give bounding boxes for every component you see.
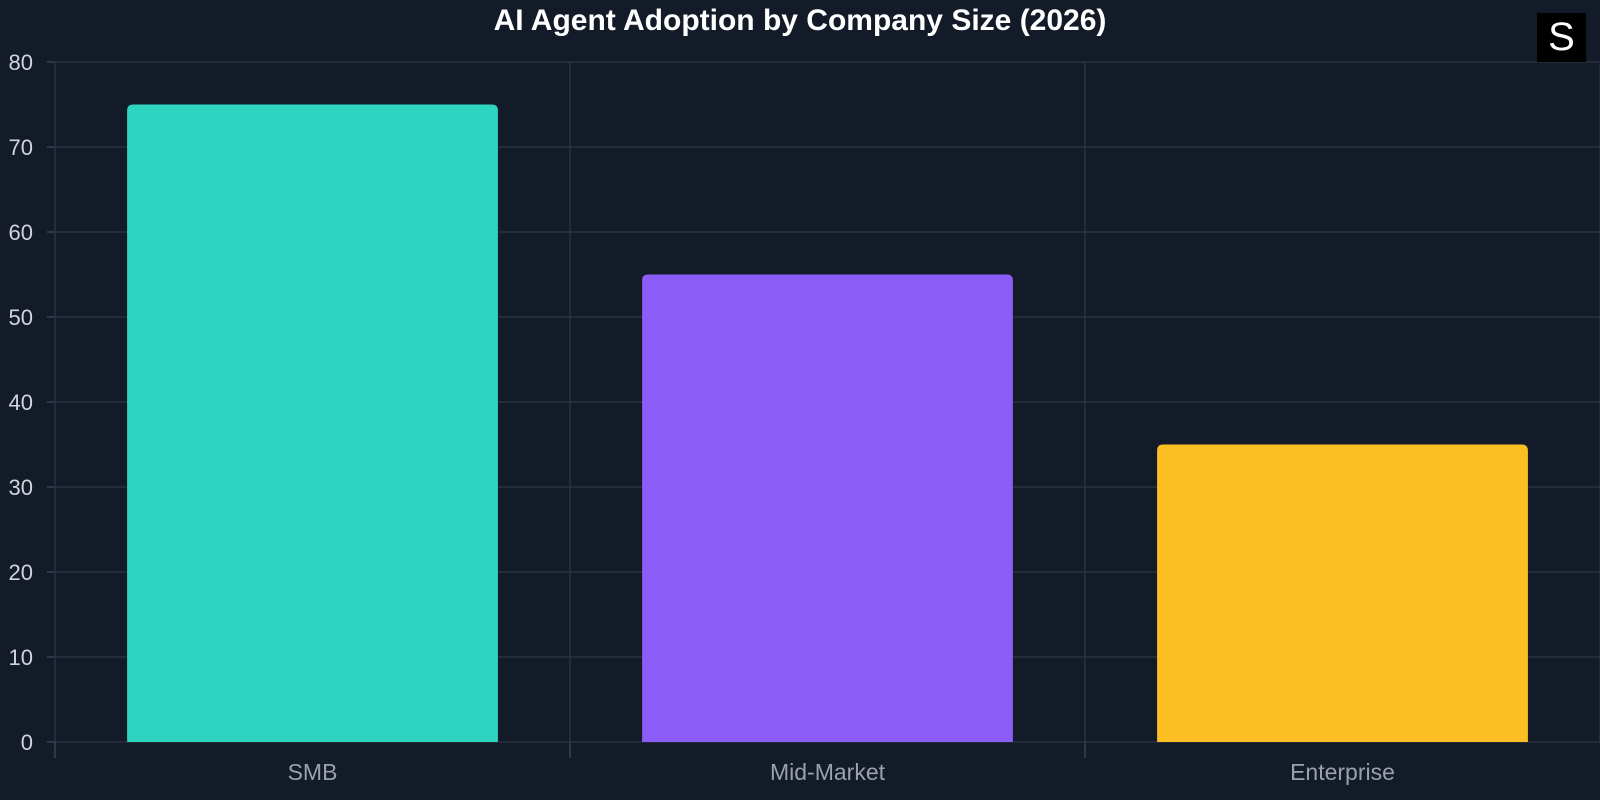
y-tick-label: 40 bbox=[9, 390, 33, 415]
bar-enterprise bbox=[1157, 444, 1528, 742]
bars bbox=[127, 104, 1528, 742]
x-axis: SMB Mid-Market Enterprise bbox=[288, 759, 1395, 785]
y-tick-label: 50 bbox=[9, 305, 33, 330]
bar-smb bbox=[127, 104, 498, 742]
y-tick-label: 10 bbox=[9, 645, 33, 670]
y-tick-label: 20 bbox=[9, 560, 33, 585]
y-tick-label: 80 bbox=[9, 50, 33, 75]
y-tick-label: 70 bbox=[9, 135, 33, 160]
bar-mid-market bbox=[642, 274, 1013, 742]
y-tick-label: 0 bbox=[21, 730, 33, 755]
chart-title: AI Agent Adoption by Company Size (2026) bbox=[494, 4, 1107, 37]
y-axis: 0 10 20 30 40 50 60 70 80 bbox=[9, 50, 33, 755]
logo-badge: S bbox=[1537, 13, 1586, 62]
y-tick-label: 30 bbox=[9, 475, 33, 500]
x-tick-label: Enterprise bbox=[1290, 759, 1395, 785]
x-tick-label: Mid-Market bbox=[770, 759, 886, 785]
y-tick-label: 60 bbox=[9, 220, 33, 245]
x-tick-label: SMB bbox=[288, 759, 338, 785]
